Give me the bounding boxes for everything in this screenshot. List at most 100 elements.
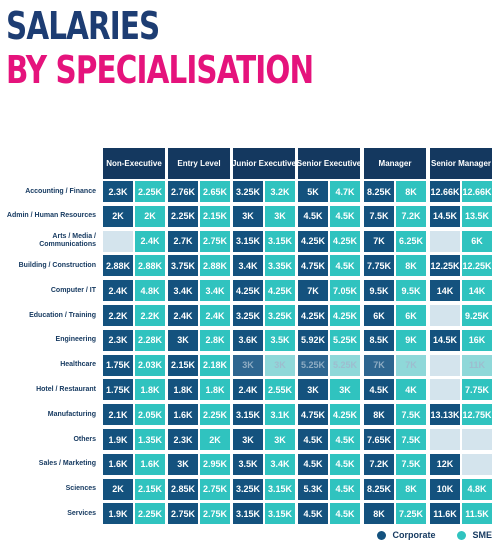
cell-corporate-r2-c2: 3.15K	[233, 230, 263, 252]
cell-corporate-r7-c3: 5.25K	[298, 354, 328, 376]
cell-sme-r12-c4: 8K	[396, 478, 426, 500]
cell-corporate-r9-c2: 3.15K	[233, 404, 263, 426]
cell-sme-r3-c1: 2.88K	[200, 255, 230, 277]
cell-sme-r6-c5: 16K	[462, 329, 492, 351]
cell-sme-r11-c1: 2.95K	[200, 453, 230, 475]
cell-corporate-r2-c0	[103, 230, 133, 252]
cell-sme-r2-c0: 2.4K	[135, 230, 165, 252]
chart-title-line1: SALARIES	[6, 4, 160, 48]
cell-corporate-r0-c3: 5K	[298, 181, 328, 202]
cell-sme-r5-c1: 2.4K	[200, 305, 230, 326]
cell-sme-r0-c4: 8K	[396, 181, 426, 202]
cell-corporate-r4-c4: 9.5K	[364, 280, 394, 302]
legend-sme-label: SME	[472, 530, 492, 540]
cell-corporate-r5-c3: 4.25K	[298, 305, 328, 326]
cell-sme-r2-c4: 6.25K	[396, 230, 426, 252]
cell-sme-r6-c2: 3.5K	[265, 329, 295, 351]
cell-sme-r13-c3: 4.5K	[330, 503, 360, 525]
cell-sme-r5-c0: 2.2K	[135, 305, 165, 326]
cell-sme-r2-c5: 6K	[462, 230, 492, 252]
cell-sme-r9-c5: 12.75K	[462, 404, 492, 426]
row-label-11: Sales / Marketing	[38, 460, 96, 468]
cell-corporate-r7-c2: 3K	[233, 354, 263, 376]
row-label-7: Healthcare	[60, 361, 96, 369]
cell-sme-r7-c4: 7K	[396, 354, 426, 376]
cell-sme-r3-c4: 8K	[396, 255, 426, 277]
cell-corporate-r10-c5	[430, 429, 460, 450]
cell-corporate-r9-c4: 8K	[364, 404, 394, 426]
cell-corporate-r0-c4: 8.25K	[364, 181, 394, 202]
cell-sme-r8-c1: 1.8K	[200, 379, 230, 401]
cell-corporate-r8-c4: 4.5K	[364, 379, 394, 401]
cell-corporate-r8-c1: 1.8K	[168, 379, 198, 401]
cell-sme-r4-c0: 4.8K	[135, 280, 165, 302]
cell-corporate-r13-c0: 1.9K	[103, 503, 133, 525]
cell-corporate-r13-c2: 3.15K	[233, 503, 263, 525]
column-header-5: Senior Manager	[430, 148, 492, 179]
cell-corporate-r8-c5	[430, 379, 460, 401]
cell-sme-r6-c3: 5.25K	[330, 329, 360, 351]
cell-sme-r4-c2: 4.25K	[265, 280, 295, 302]
cell-corporate-r7-c5	[430, 354, 460, 376]
row-label-6: Engineering	[55, 336, 96, 344]
cell-corporate-r7-c0: 1.75K	[103, 354, 133, 376]
cell-corporate-r3-c5: 12.25K	[430, 255, 460, 277]
legend: Corporate SME	[377, 530, 492, 540]
cell-corporate-r11-c4: 7.2K	[364, 453, 394, 475]
cell-corporate-r6-c3: 5.92K	[298, 329, 328, 351]
cell-sme-r3-c2: 3.35K	[265, 255, 295, 277]
cell-corporate-r6-c4: 8.5K	[364, 329, 394, 351]
cell-corporate-r8-c3: 3K	[298, 379, 328, 401]
cell-corporate-r3-c1: 3.75K	[168, 255, 198, 277]
cell-corporate-r9-c1: 1.6K	[168, 404, 198, 426]
cell-corporate-r1-c5: 14.5K	[430, 205, 460, 227]
cell-corporate-r10-c0: 1.9K	[103, 429, 133, 450]
cell-sme-r11-c2: 3.4K	[265, 453, 295, 475]
cell-corporate-r1-c3: 4.5K	[298, 205, 328, 227]
cell-sme-r5-c3: 4.25K	[330, 305, 360, 326]
cell-corporate-r11-c1: 3K	[168, 453, 198, 475]
cell-sme-r0-c5: 12.66K	[462, 181, 492, 202]
cell-corporate-r13-c1: 2.75K	[168, 503, 198, 525]
cell-sme-r4-c1: 3.4K	[200, 280, 230, 302]
cell-corporate-r10-c1: 2.3K	[168, 429, 198, 450]
cell-sme-r13-c4: 7.25K	[396, 503, 426, 525]
cell-sme-r8-c5: 7.75K	[462, 379, 492, 401]
row-label-9: Manufacturing	[47, 410, 96, 418]
chart-title-line2: BY SPECIALISATION	[6, 48, 314, 92]
cell-corporate-r2-c3: 4.25K	[298, 230, 328, 252]
cell-corporate-r12-c3: 5.3K	[298, 478, 328, 500]
cell-corporate-r0-c1: 2.76K	[168, 181, 198, 202]
cell-sme-r6-c4: 9K	[396, 329, 426, 351]
cell-sme-r11-c5	[462, 453, 492, 475]
cell-sme-r13-c1: 2.75K	[200, 503, 230, 525]
cell-corporate-r4-c0: 2.4K	[103, 280, 133, 302]
cell-sme-r11-c0: 1.6K	[135, 453, 165, 475]
cell-sme-r8-c4: 4K	[396, 379, 426, 401]
column-header-0: Non-Executive	[103, 148, 165, 179]
cell-corporate-r7-c4: 7K	[364, 354, 394, 376]
cell-sme-r9-c2: 3.1K	[265, 404, 295, 426]
cell-sme-r1-c3: 4.5K	[330, 205, 360, 227]
cell-sme-r10-c4: 7.5K	[396, 429, 426, 450]
cell-corporate-r3-c3: 4.75K	[298, 255, 328, 277]
cell-corporate-r0-c0: 2.3K	[103, 181, 133, 202]
cell-corporate-r12-c2: 3.25K	[233, 478, 263, 500]
cell-sme-r12-c5: 4.8K	[462, 478, 492, 500]
cell-sme-r10-c5	[462, 429, 492, 450]
cell-sme-r1-c5: 13.5K	[462, 205, 492, 227]
cell-corporate-r10-c4: 7.65K	[364, 429, 394, 450]
cell-corporate-r12-c4: 8.25K	[364, 478, 394, 500]
cell-corporate-r12-c0: 2K	[103, 478, 133, 500]
cell-sme-r1-c1: 2.15K	[200, 205, 230, 227]
cell-sme-r11-c3: 4.5K	[330, 453, 360, 475]
cell-corporate-r12-c1: 2.85K	[168, 478, 198, 500]
cell-sme-r7-c2: 3K	[265, 354, 295, 376]
row-label-8: Hotel / Restaurant	[36, 385, 96, 393]
cell-corporate-r2-c1: 2.7K	[168, 230, 198, 252]
row-label-2: Arts / Media / Communications	[39, 233, 96, 249]
cell-sme-r8-c0: 1.8K	[135, 379, 165, 401]
cell-corporate-r9-c0: 2.1K	[103, 404, 133, 426]
cell-sme-r10-c2: 3K	[265, 429, 295, 450]
cell-corporate-r11-c0: 1.6K	[103, 453, 133, 475]
